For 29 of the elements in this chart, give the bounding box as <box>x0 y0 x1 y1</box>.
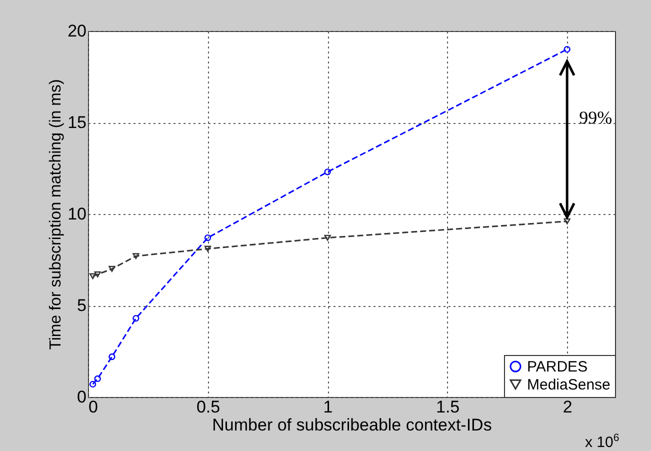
point <box>89 273 96 280</box>
y-tick-label: 20 <box>68 22 86 40</box>
x-tick-label: 1.5 <box>436 398 460 416</box>
annotation: 99% <box>579 107 612 128</box>
point <box>108 266 116 272</box>
point <box>94 271 101 278</box>
y-tick-label: 15 <box>68 113 86 132</box>
y-axis-title: Time for subscription matching (in ms) <box>48 79 65 350</box>
x-tick-label: 2 <box>562 398 572 416</box>
y-tick-label: 10 <box>68 204 86 224</box>
x-axis-title: Number of subscribeable context-IDs <box>212 416 492 434</box>
point <box>94 375 101 382</box>
legend-label: PARDES <box>527 358 588 376</box>
legend-label: MediaSense <box>527 376 610 394</box>
x-tick-label: 0 <box>88 398 98 416</box>
point <box>564 46 570 53</box>
x-tick-label: 1 <box>323 398 333 416</box>
y-tick-label: 5 <box>77 296 86 315</box>
point <box>324 234 331 241</box>
point <box>324 168 331 176</box>
point <box>108 353 116 360</box>
x-tick-label: 0.5 <box>196 398 220 416</box>
point <box>132 253 140 260</box>
point <box>89 380 96 388</box>
point <box>132 314 140 322</box>
text: x 10$^{6}$ <box>585 432 620 451</box>
point <box>564 218 570 224</box>
point <box>204 246 212 252</box>
point <box>204 234 212 242</box>
